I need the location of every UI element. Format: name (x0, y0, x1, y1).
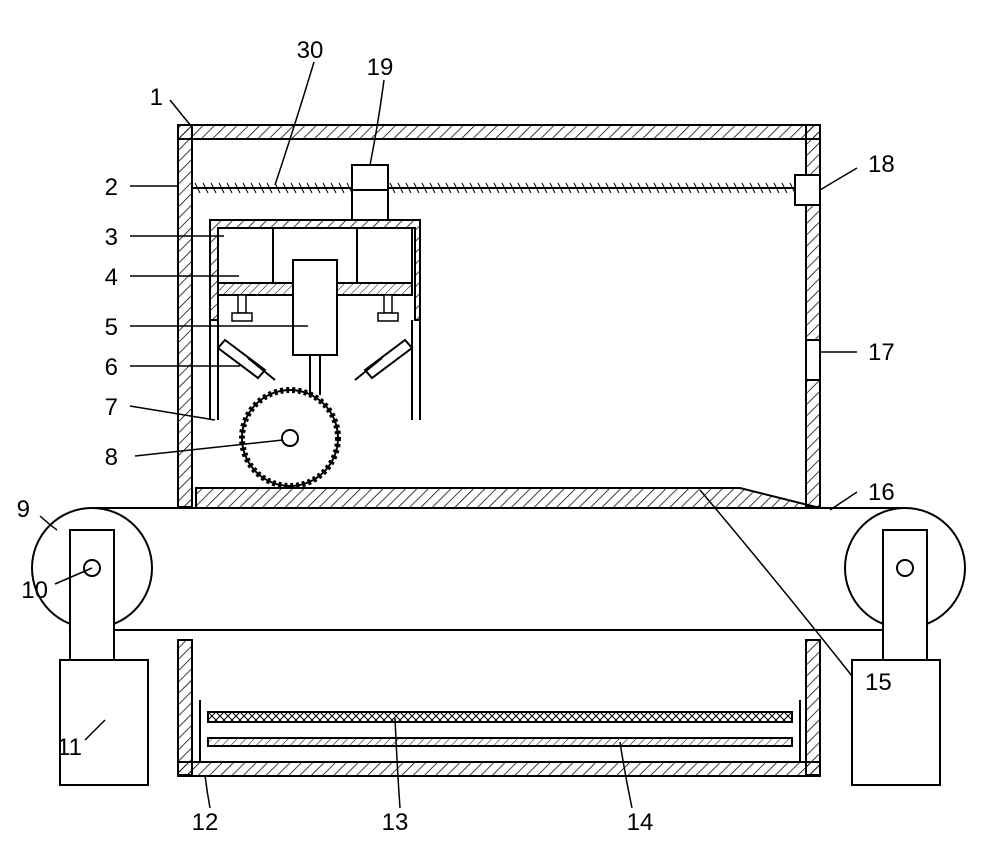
label-3: 3 (105, 224, 118, 251)
conveyor-belt (32, 508, 965, 660)
label-17: 17 (868, 339, 895, 366)
bearing-block (795, 175, 820, 205)
label-11: 11 (57, 734, 82, 761)
label-2: 2 (105, 174, 118, 201)
lead-screw (192, 183, 810, 193)
label-14: 14 (627, 809, 654, 836)
workpiece (196, 488, 820, 508)
label-1: 1 (150, 84, 163, 111)
label-6: 6 (105, 354, 118, 381)
label-13: 13 (382, 809, 409, 836)
engineering-diagram-svg: 1 2 3 4 5 6 7 8 9 10 11 12 13 14 15 16 1… (0, 0, 1000, 863)
label-30: 30 (297, 37, 324, 64)
basin-frame (178, 640, 820, 776)
label-18: 18 (868, 151, 895, 178)
label-12: 12 (192, 809, 219, 836)
label-10: 10 (21, 577, 48, 604)
label-9: 9 (17, 496, 30, 523)
label-7: 7 (105, 394, 118, 421)
leader-lines (40, 62, 857, 808)
label-16: 16 (868, 479, 895, 506)
label-15: 15 (865, 669, 892, 696)
diagram-container: 1 2 3 4 5 6 7 8 9 10 11 12 13 14 15 16 1… (0, 0, 1000, 863)
label-19: 19 (367, 54, 394, 81)
tray (200, 700, 800, 762)
label-8: 8 (105, 444, 118, 471)
motor-block (352, 165, 388, 190)
label-4: 4 (105, 264, 118, 291)
label-5: 5 (105, 314, 118, 341)
